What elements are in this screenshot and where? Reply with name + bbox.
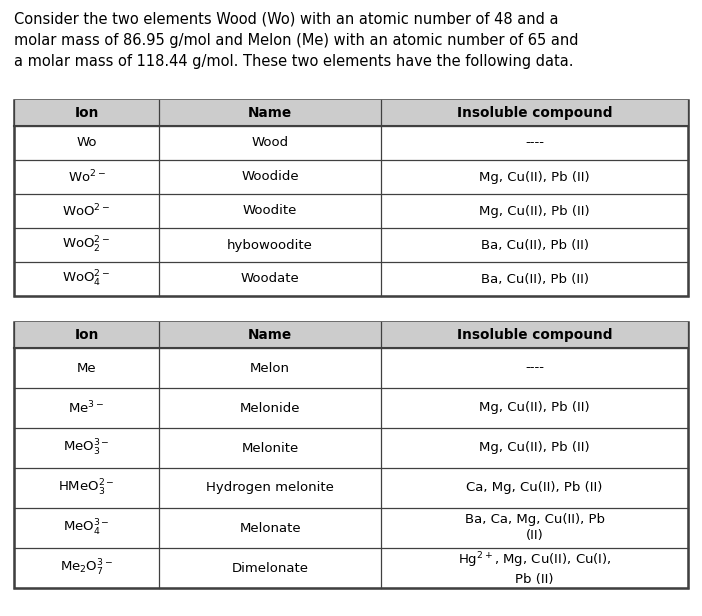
Text: Woodite: Woodite bbox=[243, 205, 298, 217]
Bar bbox=[14, 322, 688, 588]
Text: ----: ---- bbox=[525, 137, 544, 150]
Text: HMeO$_3^{2-}$: HMeO$_3^{2-}$ bbox=[58, 478, 114, 498]
Text: Me: Me bbox=[77, 362, 96, 375]
Text: Hydrogen melonite: Hydrogen melonite bbox=[206, 482, 334, 495]
Text: Insoluble compound: Insoluble compound bbox=[457, 106, 612, 120]
Text: Mg, Cu(II), Pb (II): Mg, Cu(II), Pb (II) bbox=[479, 171, 590, 184]
Text: Insoluble compound: Insoluble compound bbox=[457, 328, 612, 342]
Text: Woodate: Woodate bbox=[241, 272, 300, 285]
Text: Wo: Wo bbox=[77, 137, 97, 150]
Text: Ba, Cu(II), Pb (II): Ba, Cu(II), Pb (II) bbox=[481, 272, 589, 285]
Text: MeO$_4^{3-}$: MeO$_4^{3-}$ bbox=[63, 518, 110, 538]
Text: Me$_2$O$_7^{3-}$: Me$_2$O$_7^{3-}$ bbox=[60, 558, 113, 578]
Text: ----: ---- bbox=[525, 362, 544, 375]
Text: Woodide: Woodide bbox=[241, 171, 299, 184]
Text: MeO$_3^{3-}$: MeO$_3^{3-}$ bbox=[63, 438, 110, 458]
Text: hybowoodite: hybowoodite bbox=[227, 238, 313, 251]
Text: Wo$^{2-}$: Wo$^{2-}$ bbox=[67, 169, 105, 185]
Bar bbox=[14, 100, 688, 296]
Text: Hg$^{2+}$, Mg, Cu(II), Cu(I),
Pb (II): Hg$^{2+}$, Mg, Cu(II), Cu(I), Pb (II) bbox=[458, 550, 611, 586]
Text: Ion: Ion bbox=[74, 106, 99, 120]
Text: Mg, Cu(II), Pb (II): Mg, Cu(II), Pb (II) bbox=[479, 402, 590, 415]
Bar bbox=[14, 100, 688, 126]
Text: Name: Name bbox=[248, 328, 292, 342]
Text: Mg, Cu(II), Pb (II): Mg, Cu(II), Pb (II) bbox=[479, 205, 590, 217]
Text: Consider the two elements Wood (Wo) with an atomic number of 48 and a
molar mass: Consider the two elements Wood (Wo) with… bbox=[14, 12, 578, 69]
Text: Melonite: Melonite bbox=[241, 442, 299, 455]
Text: Melon: Melon bbox=[250, 362, 290, 375]
Text: Melonate: Melonate bbox=[239, 522, 301, 535]
Text: Ion: Ion bbox=[74, 328, 99, 342]
Text: Dimelonate: Dimelonate bbox=[232, 562, 309, 575]
Text: Ba, Cu(II), Pb (II): Ba, Cu(II), Pb (II) bbox=[481, 238, 589, 251]
Text: Wood: Wood bbox=[251, 137, 289, 150]
Text: WoO$_4^{2-}$: WoO$_4^{2-}$ bbox=[62, 269, 111, 289]
Text: Ca, Mg, Cu(II), Pb (II): Ca, Mg, Cu(II), Pb (II) bbox=[466, 482, 603, 495]
Bar bbox=[14, 322, 688, 348]
Text: WoO$_2^{2-}$: WoO$_2^{2-}$ bbox=[62, 235, 111, 255]
Text: Melonide: Melonide bbox=[240, 402, 300, 415]
Text: WoO$^{2-}$: WoO$^{2-}$ bbox=[62, 203, 111, 219]
Text: Me$^{3-}$: Me$^{3-}$ bbox=[68, 400, 105, 416]
Text: Mg, Cu(II), Pb (II): Mg, Cu(II), Pb (II) bbox=[479, 442, 590, 455]
Text: Name: Name bbox=[248, 106, 292, 120]
Text: Ba, Ca, Mg, Cu(II), Pb
(II): Ba, Ca, Mg, Cu(II), Pb (II) bbox=[465, 514, 604, 543]
